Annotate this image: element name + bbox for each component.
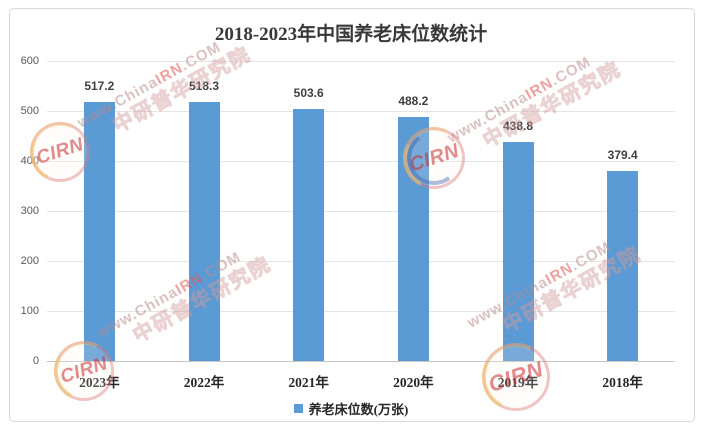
x-axis-tick-2021年: 2021年 [288, 375, 329, 390]
legend: 养老床位数(万张) [9, 399, 693, 418]
y-axis-tick-0: 0 [32, 355, 39, 367]
gridline-400 [47, 161, 675, 162]
bar-2019年 [502, 141, 534, 361]
gridline-500 [47, 111, 675, 112]
bar-value-label: 503.6 [293, 86, 324, 101]
bar-value-label: 379.4 [607, 148, 638, 163]
plot-area: 0 100 200 300 400 500 600 517.2 2023年 518.3 2022年 5… [21, 55, 675, 390]
gridline-600 [47, 61, 675, 62]
x-axis-tick-2018年: 2018年 [602, 375, 643, 390]
bar-value-label: 517.2 [84, 79, 115, 94]
gridline-200 [47, 261, 675, 262]
x-axis-tick-2022年: 2022年 [183, 375, 225, 390]
chart-title: 2018-2023年中国养老床位数统计 [214, 24, 488, 45]
bar-value-label: 488.2 [398, 93, 429, 108]
y-axis-tick-200: 200 [20, 255, 39, 267]
bar-2023年 [83, 102, 115, 361]
bar-2022年 [188, 101, 220, 361]
bar-value-label: 438.8 [502, 118, 533, 133]
y-axis-tick-300: 300 [20, 205, 39, 217]
y-axis-tick-100: 100 [20, 305, 39, 317]
gridline-300 [47, 211, 675, 212]
gridline-0 [47, 361, 675, 362]
bar-value-label: 518.3 [188, 78, 219, 93]
y-axis-tick-500: 500 [20, 105, 39, 117]
bar-2021年 [293, 109, 325, 361]
y-axis-tick-600: 600 [20, 55, 39, 67]
bar-2018年 [607, 171, 639, 361]
y-axis-tick-400: 400 [20, 155, 39, 167]
x-axis-tick-2023年: 2023年 [79, 375, 120, 390]
legend-label: 养老床位数(万张) [308, 402, 409, 417]
bar-2020年 [397, 116, 429, 361]
legend-swatch [293, 404, 303, 413]
x-axis-tick-2019年: 2019年 [497, 375, 539, 390]
gridline-100 [47, 311, 675, 312]
chart-border [9, 8, 695, 422]
x-axis-tick-2020年: 2020年 [393, 375, 434, 390]
